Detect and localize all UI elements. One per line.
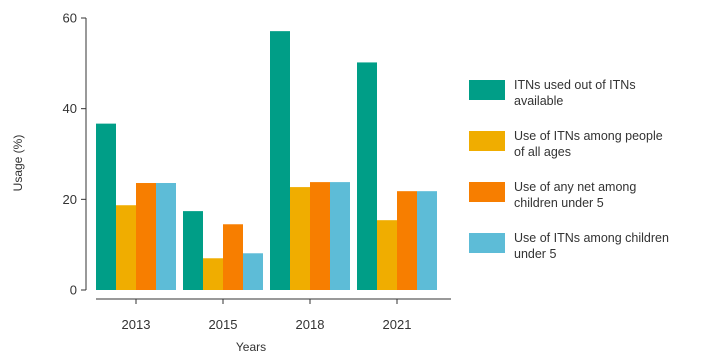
x-tick-label-2021: 2021: [383, 317, 412, 332]
legend-item-1: ITNs used out of ITNs available: [469, 78, 636, 108]
bars-layer: [96, 31, 437, 290]
bar-2018-series-4: [330, 182, 350, 290]
legend: ITNs used out of ITNs available Use of ITN…: [469, 78, 669, 261]
bar-2015-series-2: [203, 258, 223, 290]
bar-2018-series-3: [310, 182, 330, 290]
legend-label: Use of ITNs among children under 5: [514, 231, 669, 261]
legend-label: Use of any net among children under 5: [514, 180, 636, 210]
y-tick-label-20: 20: [63, 192, 77, 207]
bar-2013-series-3: [136, 183, 156, 290]
legend-label: Use of ITNs among people of all ages: [514, 129, 663, 159]
bar-2018-series-1: [270, 31, 290, 290]
legend-swatch: [469, 182, 505, 202]
bar-2015-series-4: [243, 253, 263, 290]
bar-2013-series-1: [96, 123, 116, 290]
bar-2015-series-3: [223, 224, 243, 290]
legend-label: ITNs used out of ITNs available: [514, 78, 636, 108]
legend-swatch: [469, 80, 505, 100]
y-tick-label-40: 40: [63, 101, 77, 116]
y-tick-label-0: 0: [70, 283, 77, 298]
x-tick-label-2018: 2018: [296, 317, 325, 332]
bar-2021-series-2: [377, 220, 397, 290]
legend-item-2: Use of ITNs among people of all ages: [469, 129, 663, 159]
axes-layer: [81, 17, 451, 304]
legend-swatch: [469, 233, 505, 253]
bar-2021-series-4: [417, 191, 437, 290]
labels-layer: 0 20 40 60 2013 2015 2018 2021 Usage (%) Years: [11, 11, 412, 355]
bar-2021-series-3: [397, 191, 417, 290]
legend-item-4: Use of ITNs among children under 5: [469, 231, 669, 261]
bar-2018-series-2: [290, 187, 310, 290]
x-tick-label-2015: 2015: [209, 317, 238, 332]
x-axis-title: Years: [236, 340, 266, 353]
bar-2013-series-2: [116, 205, 136, 290]
bar-2021-series-1: [357, 62, 377, 290]
bar-2015-series-1: [183, 211, 203, 290]
y-tick-label-60: 60: [63, 11, 77, 26]
legend-swatch: [469, 131, 505, 151]
x-tick-label-2013: 2013: [122, 317, 151, 332]
legend-item-3: Use of any net among children under 5: [469, 180, 636, 210]
bar-2013-series-4: [156, 183, 176, 290]
y-axis-title: Usage (%): [11, 135, 25, 192]
